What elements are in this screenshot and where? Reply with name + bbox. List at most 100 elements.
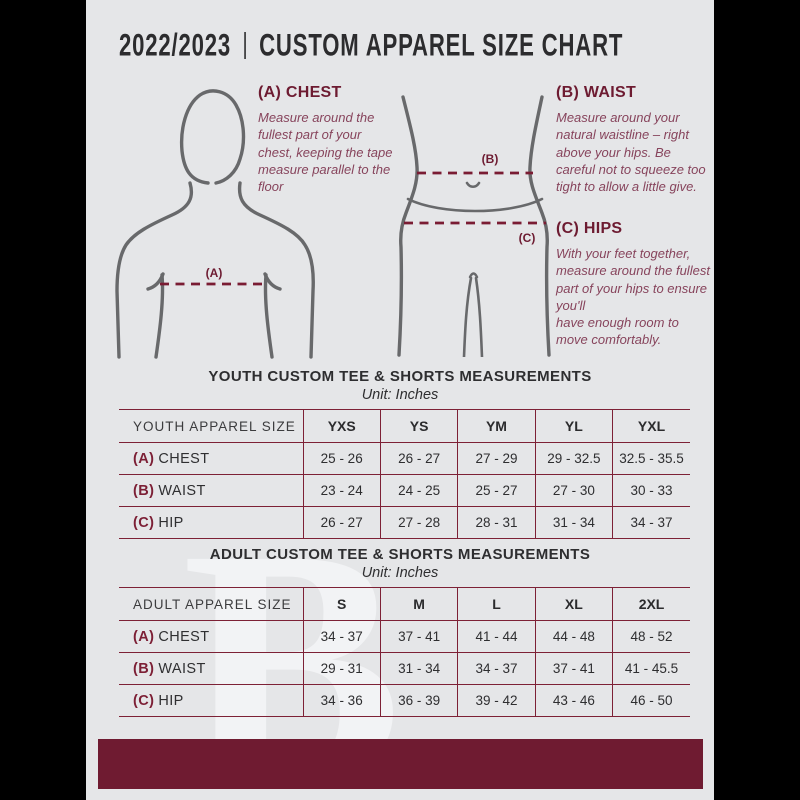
cell-value: 26 - 27 [302, 506, 381, 539]
cell-value: 34 - 37 [612, 506, 690, 539]
row-prefix: (C) [133, 692, 155, 709]
row-name: WAIST [158, 660, 206, 677]
footer-accent-bar [98, 739, 703, 789]
cell-value: 29 - 31 [302, 652, 381, 685]
cell-value: 26 - 27 [379, 442, 458, 475]
chest-figure-illustration: (A) [115, 89, 315, 359]
waist-hips-figure-illustration: (B) (C) [397, 95, 551, 357]
chest-heading: (A) CHEST [258, 84, 342, 101]
size-header: YM [457, 409, 536, 443]
figure-navel [465, 181, 481, 189]
title-year: 2022/2023 [119, 26, 232, 63]
figure-hip-curve [406, 197, 544, 213]
figure-head-outline [179, 89, 246, 185]
title-separator: | [242, 27, 248, 60]
row-name: HIP [158, 514, 184, 531]
figure-crotch [468, 272, 479, 279]
size-header: YXS [302, 409, 381, 443]
youth-table-title: YOUTH CUSTOM TEE & SHORTS MEASUREMENTS [208, 368, 592, 385]
table-row: (C) HIP 26 - 27 27 - 28 28 - 31 31 - 34 3… [119, 506, 690, 539]
cell-value: 25 - 27 [457, 474, 536, 507]
figure-right-armpit [263, 272, 282, 291]
cell-value: 36 - 39 [379, 684, 458, 717]
title-main: CUSTOM APPAREL SIZE CHART [259, 26, 624, 63]
cell-value: 27 - 29 [457, 442, 536, 475]
cell-value: 30 - 33 [612, 474, 690, 507]
cell-value: 34 - 37 [457, 652, 536, 685]
table-row: (A) CHEST 34 - 37 37 - 41 41 - 44 44 - 48… [119, 620, 690, 653]
figure-right-side [528, 95, 551, 357]
row-prefix: (C) [133, 514, 155, 531]
row-label: (C) HIP [119, 507, 303, 539]
row-name: CHEST [158, 628, 210, 645]
row-prefix: (A) [133, 450, 155, 467]
table-row: (B) WAIST 29 - 31 31 - 34 34 - 37 37 - 41… [119, 652, 690, 685]
figure-left-shoulder-arm [115, 181, 194, 359]
size-header: S [302, 587, 381, 621]
page-title: 2022/2023 | CUSTOM APPAREL SIZE CHART [119, 27, 623, 64]
cell-value: 37 - 41 [379, 620, 458, 653]
cell-value: 27 - 30 [534, 474, 613, 507]
size-header: M [379, 587, 458, 621]
cell-value: 41 - 44 [457, 620, 536, 653]
adult-table-title: ADULT CUSTOM TEE & SHORTS MEASUREMENTS [209, 546, 591, 563]
cell-value: 29 - 32.5 [534, 442, 613, 475]
row-prefix: (B) [133, 482, 155, 499]
row-prefix: (B) [133, 660, 155, 677]
cell-value: 48 - 52 [612, 620, 690, 653]
cell-value: 43 - 46 [534, 684, 613, 717]
youth-size-col-header: YOUTH APPAREL SIZE [133, 418, 296, 434]
cell-value: 41 - 45.5 [612, 652, 690, 685]
cell-value: 31 - 34 [379, 652, 458, 685]
size-header: XL [534, 587, 613, 621]
adult-size-col-header: ADULT APPAREL SIZE [133, 596, 292, 612]
hips-heading: (C) HIPS [556, 220, 623, 237]
figure-left-armpit [146, 272, 165, 291]
size-chart-page: B 2022/2023 | CUSTOM APPAREL SIZE CHART [86, 0, 714, 800]
row-prefix: (A) [133, 628, 155, 645]
cell-value: 39 - 42 [457, 684, 536, 717]
cell-value: 31 - 34 [534, 506, 613, 539]
row-label: (B) WAIST [119, 653, 303, 685]
row-label: (B) WAIST [119, 475, 303, 507]
waist-description: Measure around your natural waistline – … [556, 110, 706, 195]
cell-value: 32.5 - 35.5 [612, 442, 690, 475]
cell-value: 27 - 28 [379, 506, 458, 539]
cell-value: 44 - 48 [534, 620, 613, 653]
youth-table-unit: Unit: Inches [361, 387, 439, 403]
row-label: (C) HIP [119, 685, 303, 717]
adult-table-header-row: ADULT APPAREL SIZE S M L XL 2XL [119, 587, 690, 621]
hips-marker-label: (C) [519, 231, 536, 245]
figure-right-inner-arm [263, 273, 274, 359]
cell-value: 34 - 36 [302, 684, 381, 717]
figure-right-inner-leg [474, 276, 484, 357]
row-label: (A) CHEST [119, 443, 303, 475]
youth-table-header-row: YOUTH APPAREL SIZE YXS YS YM YL YXL [119, 409, 690, 443]
youth-size-table: YOUTH APPAREL SIZE YXS YS YM YL YXL (A) C… [119, 409, 690, 539]
figure-left-side [397, 95, 419, 357]
table-row: (C) HIP 34 - 36 36 - 39 39 - 42 43 - 46 4… [119, 684, 690, 717]
size-header: YL [534, 409, 613, 443]
row-name: CHEST [158, 450, 210, 467]
figure-right-shoulder-arm [237, 181, 315, 359]
adult-size-table: ADULT APPAREL SIZE S M L XL 2XL (A) CHEST… [119, 587, 690, 717]
row-label: (A) CHEST [119, 621, 303, 653]
size-header: L [457, 587, 536, 621]
figure-left-inner-arm [154, 273, 165, 359]
size-header: 2XL [612, 587, 690, 621]
size-header: YS [379, 409, 458, 443]
cell-value: 24 - 25 [379, 474, 458, 507]
row-name: WAIST [158, 482, 206, 499]
row-name: HIP [158, 692, 184, 709]
table-row: (B) WAIST 23 - 24 24 - 25 25 - 27 27 - 30… [119, 474, 690, 507]
cell-value: 37 - 41 [534, 652, 613, 685]
cell-value: 23 - 24 [302, 474, 381, 507]
chest-description: Measure around the fullest part of your … [258, 110, 393, 195]
chest-marker-label: (A) [206, 266, 223, 280]
cell-value: 34 - 37 [302, 620, 381, 653]
hips-description: With your feet together, measure around … [556, 246, 710, 348]
waist-marker-label: (B) [482, 152, 499, 166]
cell-value: 25 - 26 [302, 442, 381, 475]
waist-heading: (B) WAIST [556, 84, 637, 101]
